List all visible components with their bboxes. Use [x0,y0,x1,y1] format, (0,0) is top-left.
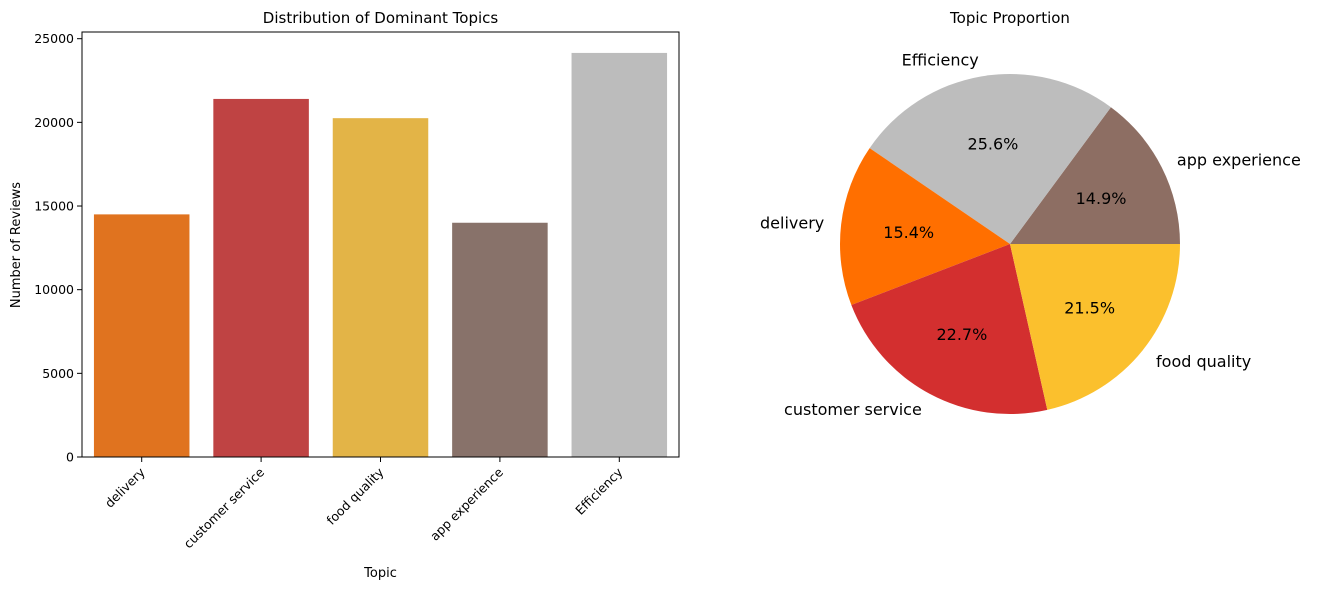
pie-percent-label: 22.7% [936,325,987,344]
y-tick-label: 5000 [42,366,74,381]
pie-slice-delivery [840,148,1010,306]
bar-delivery [93,214,190,457]
x-tick-label: customer service [181,464,268,551]
bar-y-axis-label: Number of Reviews [9,182,24,308]
bar-x-axis-label: Topic [363,566,397,581]
y-tick-label: 15000 [34,199,74,214]
x-tick-label: delivery [102,464,149,511]
y-tick-label: 20000 [34,115,74,130]
y-tick-label: 0 [66,450,74,465]
pie-category-label: Efficiency [902,51,979,70]
x-tick-label: app experience [427,464,506,543]
pie-category-label: food quality [1156,352,1251,371]
pie-category-label: delivery [760,213,824,232]
pie-slice-food-quality [1010,244,1180,410]
bar-customer-service [213,98,309,457]
bar-plot-frame [81,31,680,458]
pie-percent-label: 21.5% [1064,299,1115,318]
pie-category-label: app experience [1177,151,1301,170]
bar-app-experience [452,222,548,457]
pie-series [840,73,1180,415]
pie-slice-app-experience [1010,107,1180,244]
pie-category-label: customer service [784,400,922,419]
x-tick-label: Efficiency [572,464,626,518]
pie-percent-label: 14.9% [1076,189,1127,208]
pie-slice-customer-service [851,244,1048,415]
pie-percent-label: 25.6% [968,134,1019,153]
pie-percent-label: 15.4% [883,223,934,242]
pie-chart-title: Topic Proportion [949,9,1070,27]
bar-food-quality [332,118,429,457]
bar-series [93,52,668,458]
pie-slice-efficiency [869,73,1111,244]
x-tick-label: food quality [323,464,387,528]
y-tick-label: 25000 [34,31,74,46]
bar-efficiency [571,52,668,458]
bar-y-axis: 0 5000 10000 15000 20000 25000 [34,31,82,465]
y-tick-label: 10000 [34,282,74,297]
bar-chart-title: Distribution of Dominant Topics [263,9,499,27]
pie-chart: Topic Proportion 14.9% app experience 25.6… [760,9,1301,419]
bar-chart: Distribution of Dominant Topics 0 5000 100… [9,9,680,581]
bar-x-axis: delivery customer service food quality app … [102,457,626,551]
pie-labels: 14.9% app experience 25.6% Efficiency 15.4% d… [760,51,1301,419]
